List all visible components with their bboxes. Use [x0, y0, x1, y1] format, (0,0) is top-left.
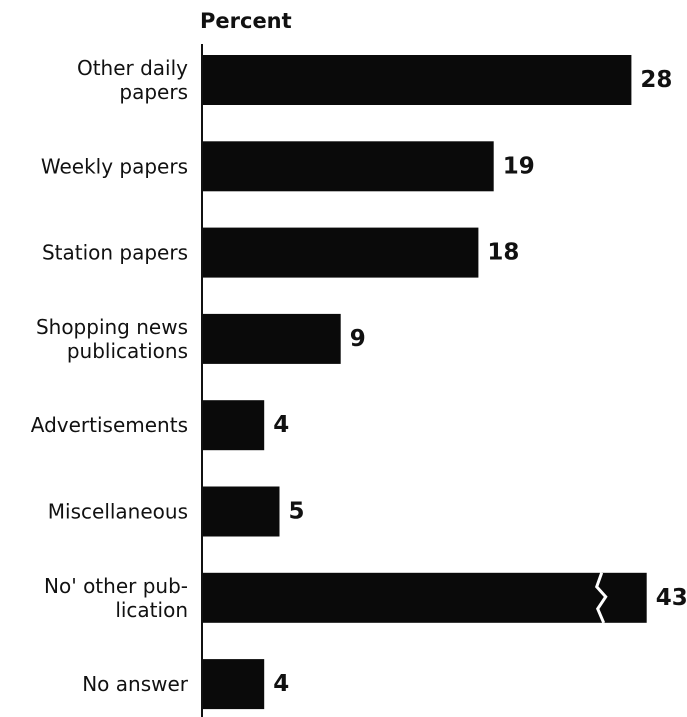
value-label: 28 [640, 67, 672, 93]
category-label-line: No' other pub- [44, 574, 188, 598]
category-label-line: No answer [82, 672, 189, 696]
value-label: 4 [273, 412, 289, 438]
category-label: Miscellaneous [48, 500, 188, 524]
bar [203, 314, 341, 364]
category-label-line: Other daily [77, 56, 188, 80]
value-label: 9 [350, 326, 366, 352]
category-label: No answer [82, 672, 189, 696]
bar [203, 400, 264, 450]
category-label-line: Advertisements [31, 413, 188, 437]
category-label: Station papers [42, 241, 188, 265]
axis-title: Percent [200, 9, 292, 33]
category-label-line: Weekly papers [41, 154, 188, 178]
category-label-line: Shopping news [36, 315, 188, 339]
bar [203, 487, 280, 537]
category-label-line: publications [67, 339, 188, 363]
category-label-line: Station papers [42, 241, 188, 265]
category-label: No' other pub-lication [44, 574, 188, 622]
value-label: 4 [273, 671, 289, 697]
bar [203, 573, 647, 623]
value-label: 19 [503, 153, 535, 179]
value-label: 18 [487, 240, 519, 266]
category-label: Other daily papers [77, 56, 188, 104]
category-label-line: Miscellaneous [48, 500, 188, 524]
category-label-line: lication [115, 598, 188, 622]
category-label-line: papers [119, 80, 188, 104]
bar [203, 659, 264, 709]
category-label: Advertisements [31, 413, 188, 437]
bar [203, 141, 494, 191]
category-label: Shopping news publications [36, 315, 188, 363]
category-label: Weekly papers [41, 154, 188, 178]
value-label: 5 [289, 499, 305, 525]
bar [203, 55, 631, 105]
bar [203, 228, 478, 278]
value-label: 43 [656, 585, 687, 611]
bars-layer: 28 Other daily papers 19 Weekly papers 18 Stat… [31, 55, 687, 709]
